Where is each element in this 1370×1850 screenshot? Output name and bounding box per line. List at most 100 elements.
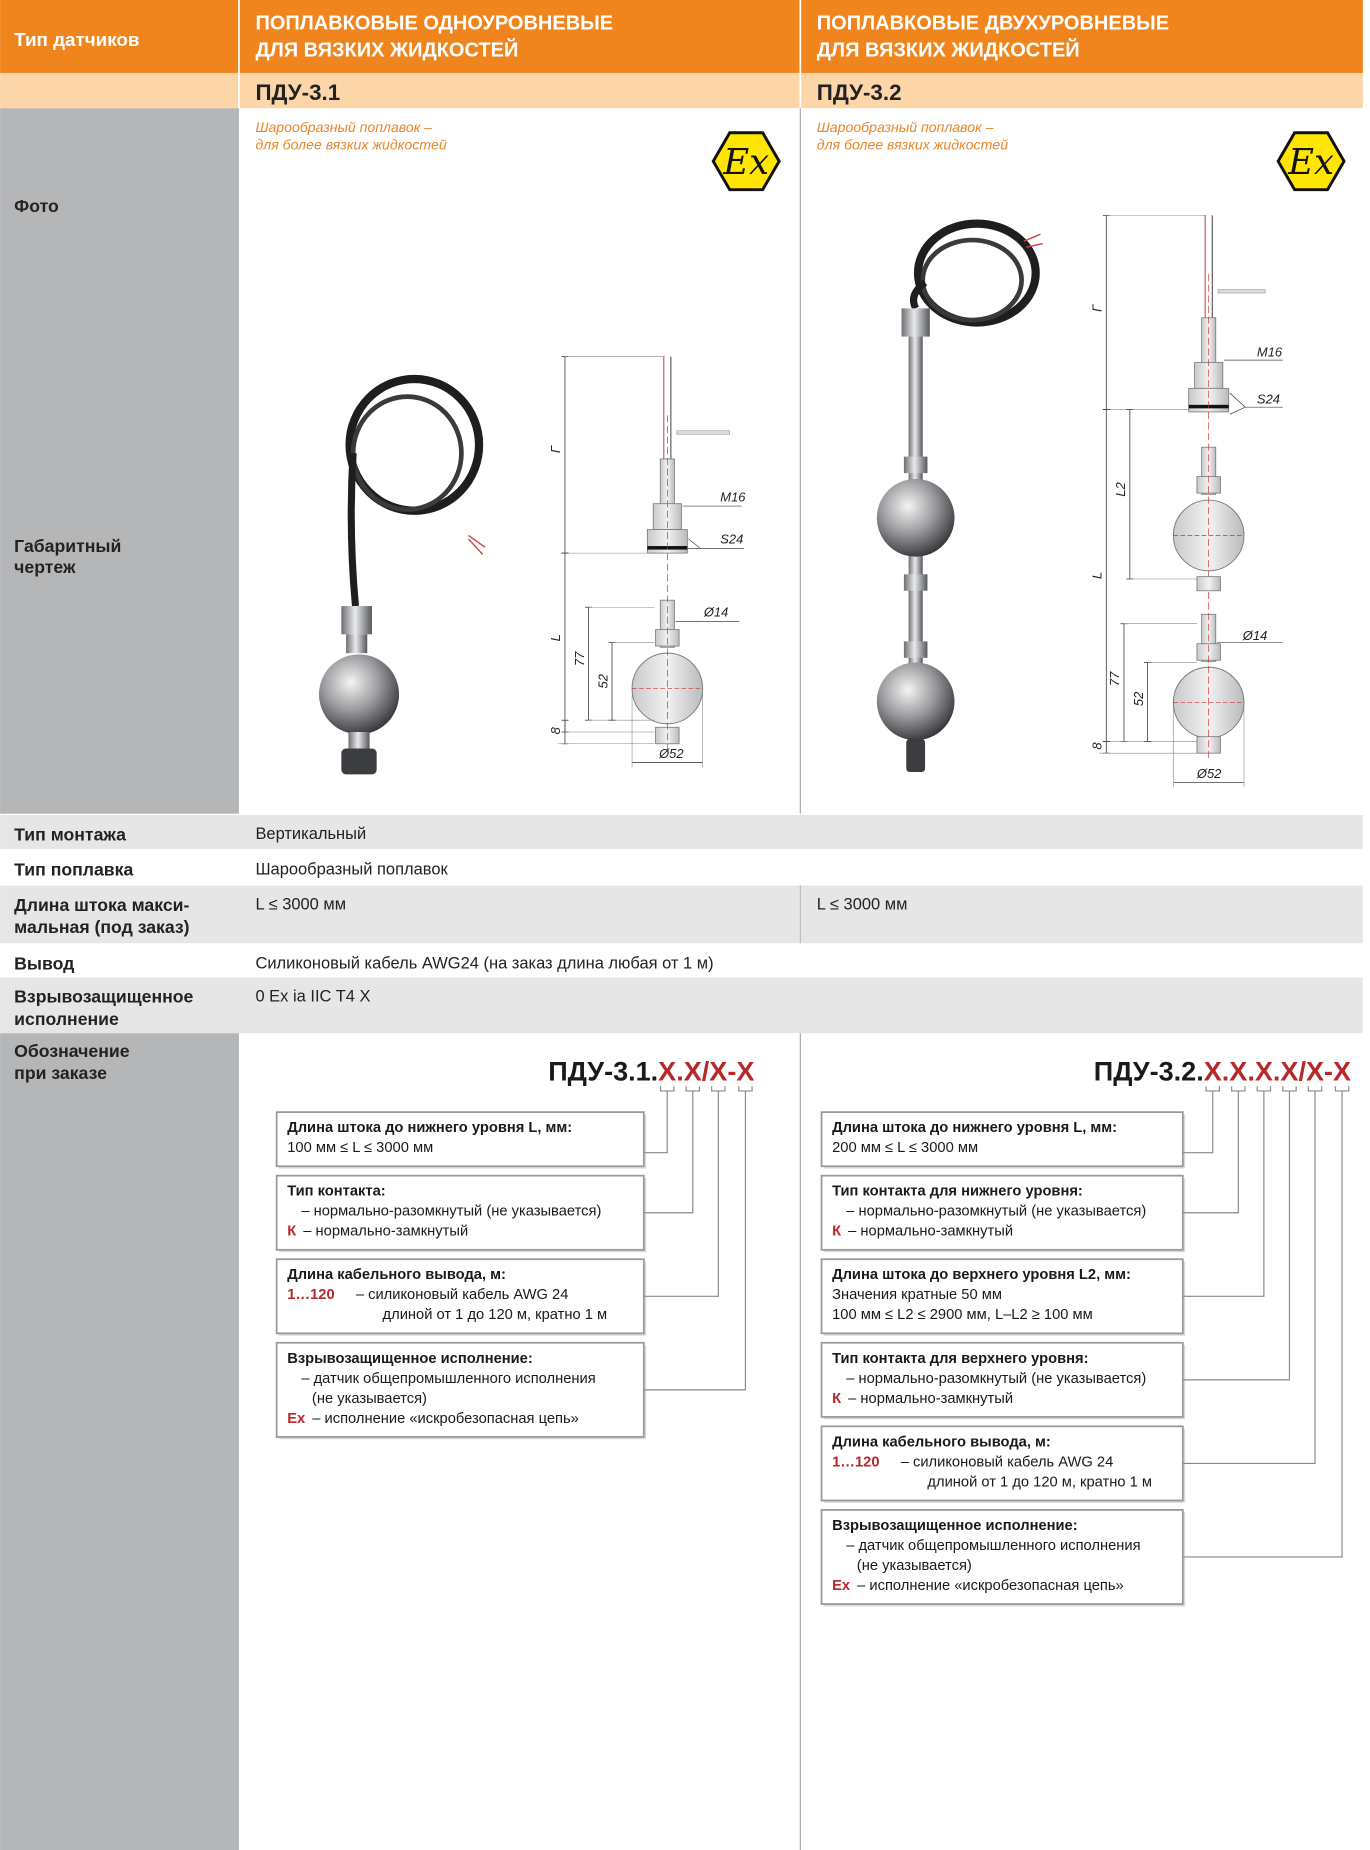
bracket bbox=[1231, 1086, 1246, 1092]
cell-value: Силиконовый кабель AWG24 (на заказ длина… bbox=[255, 955, 713, 973]
order-code-part: - bbox=[1324, 1056, 1333, 1086]
leader bbox=[675, 505, 744, 622]
row-label: при заказе bbox=[14, 1063, 107, 1083]
order-code-part: X bbox=[658, 1056, 676, 1086]
box-line: – датчик общепромышленного исполнения bbox=[846, 1538, 1140, 1554]
connector bbox=[643, 1090, 668, 1154]
dimension-label: L2 bbox=[1113, 482, 1128, 496]
connector bbox=[1182, 1090, 1214, 1154]
wires bbox=[467, 534, 486, 555]
column-title: ДЛЯ ВЯЗКИХ ЖИДКОСТЕЙ bbox=[817, 37, 1080, 61]
leader bbox=[1216, 359, 1283, 643]
connector bbox=[1182, 1090, 1291, 1381]
column-title: ПОПЛАВКОВЫЕ ДВУХУРОВНЕВЫЕ bbox=[817, 12, 1169, 34]
order-code-part: X bbox=[1333, 1056, 1351, 1086]
order-box bbox=[820, 1341, 1184, 1418]
tag bbox=[676, 430, 731, 435]
bracket bbox=[685, 1086, 701, 1092]
order-code-part: . bbox=[1247, 1056, 1255, 1086]
ex-badge-text: Ex bbox=[722, 142, 769, 183]
stub bbox=[906, 739, 926, 773]
box-line: – исполнение «искробезопасная цепь» bbox=[312, 1411, 579, 1427]
bracket bbox=[711, 1086, 726, 1092]
connector bbox=[643, 1090, 694, 1214]
box-title: Тип контакта для нижнего уровня: bbox=[832, 1184, 1083, 1200]
order-box bbox=[275, 1174, 645, 1251]
box-title: Тип контакта: bbox=[287, 1184, 385, 1200]
order-code-part: / bbox=[1298, 1056, 1306, 1086]
order-code-prefix: ПДУ-3.1. bbox=[548, 1056, 658, 1086]
box-title: Длина кабельного вывода, м: bbox=[832, 1434, 1051, 1450]
photo-note: для более вязких жидкостей bbox=[255, 136, 446, 152]
box-title: Длина штока до нижнего уровня L, мм: bbox=[287, 1120, 572, 1136]
box-title: Длина кабельного вывода, м: bbox=[287, 1267, 506, 1283]
bracket bbox=[1205, 1086, 1221, 1092]
order-code-part: - bbox=[727, 1056, 736, 1086]
dimension-label: 8 bbox=[1090, 742, 1105, 750]
box-key: 1…120 bbox=[832, 1454, 879, 1470]
bracket bbox=[1334, 1086, 1350, 1092]
bracket bbox=[659, 1086, 675, 1092]
box-line: Значения кратные 50 мм bbox=[832, 1287, 1002, 1303]
box-key: Ex bbox=[832, 1578, 851, 1594]
box-line: – датчик общепромышленного исполнения bbox=[301, 1371, 595, 1387]
cable bbox=[347, 452, 359, 607]
order-code: ПДУ-3.2.X.X.X.X/X-X bbox=[1094, 1056, 1351, 1086]
table-row bbox=[0, 814, 1363, 850]
box-line: – нормально-замкнутый bbox=[848, 1391, 1013, 1407]
box-line: – нормально-разомкнутый (не указывается) bbox=[846, 1204, 1146, 1220]
column-title: ДЛЯ ВЯЗКИХ ЖИДКОСТЕЙ bbox=[255, 37, 518, 61]
box-line: – нормально-разомкнутый (не указывается) bbox=[301, 1204, 601, 1220]
box-key: К bbox=[832, 1224, 841, 1240]
bracket bbox=[1282, 1086, 1297, 1092]
row-label: Габаритный bbox=[14, 536, 121, 556]
dimension-label: M16 bbox=[720, 489, 746, 504]
box-key: Ex bbox=[287, 1411, 306, 1427]
collar bbox=[903, 574, 928, 591]
bracket bbox=[738, 1086, 753, 1092]
label-cell bbox=[0, 1033, 239, 1850]
dimension-label: Ø14 bbox=[703, 605, 728, 620]
collar bbox=[1196, 576, 1221, 592]
connector bbox=[643, 1090, 746, 1391]
column-title: ПОПЛАВКОВЫЕ ОДНОУРОВНЕВЫЕ bbox=[255, 12, 613, 34]
connector bbox=[1182, 1090, 1343, 1558]
header-bar bbox=[0, 0, 1363, 73]
float-ball bbox=[876, 662, 955, 741]
row-label: Тип поплавка bbox=[14, 860, 133, 880]
box-line: длиной от 1 до 120 м, кратно 1 м bbox=[927, 1474, 1152, 1490]
dimension-label: 52 bbox=[595, 674, 610, 688]
order-code-part: X bbox=[1204, 1056, 1222, 1086]
row-label: Фото bbox=[14, 196, 59, 216]
box-line: – нормально-разомкнутый (не указывается) bbox=[846, 1371, 1146, 1387]
box-title: Взрывозащищенное исполнение: bbox=[832, 1518, 1078, 1534]
collar bbox=[903, 641, 928, 658]
box-key: К bbox=[832, 1391, 841, 1407]
dimension-label: Г bbox=[1090, 304, 1105, 312]
bracket bbox=[1256, 1086, 1272, 1092]
order-code-part: X bbox=[1255, 1056, 1273, 1086]
box-key: 1…120 bbox=[287, 1287, 334, 1303]
box-title: Длина штока до нижнего уровня L, мм: bbox=[832, 1120, 1117, 1136]
order-box bbox=[820, 1111, 1184, 1168]
bracket bbox=[1307, 1086, 1323, 1092]
stub bbox=[341, 748, 377, 775]
dimension-label: Ø52 bbox=[1196, 766, 1221, 781]
wires bbox=[1023, 233, 1043, 248]
order-box bbox=[275, 1341, 645, 1438]
collar bbox=[903, 456, 928, 474]
dimension-label: 52 bbox=[1131, 692, 1146, 706]
box-line: (не указывается) bbox=[312, 1391, 427, 1407]
row-label: Обозначение bbox=[14, 1041, 130, 1061]
box-title: Взрывозащищенное исполнение: bbox=[287, 1351, 533, 1367]
box-key: К bbox=[287, 1224, 296, 1240]
connector bbox=[643, 1090, 719, 1297]
row-label: Длина штока макси- bbox=[14, 895, 189, 915]
order-code-part: X bbox=[736, 1056, 754, 1086]
box-line: 100 мм ≤ L2 ≤ 2900 мм, L–L2 ≥ 100 мм bbox=[832, 1307, 1093, 1323]
box-line: – силиконовый кабель AWG 24 bbox=[901, 1454, 1114, 1470]
photo-note: для более вязких жидкостей bbox=[817, 136, 1008, 152]
ex-badge bbox=[1276, 131, 1346, 192]
